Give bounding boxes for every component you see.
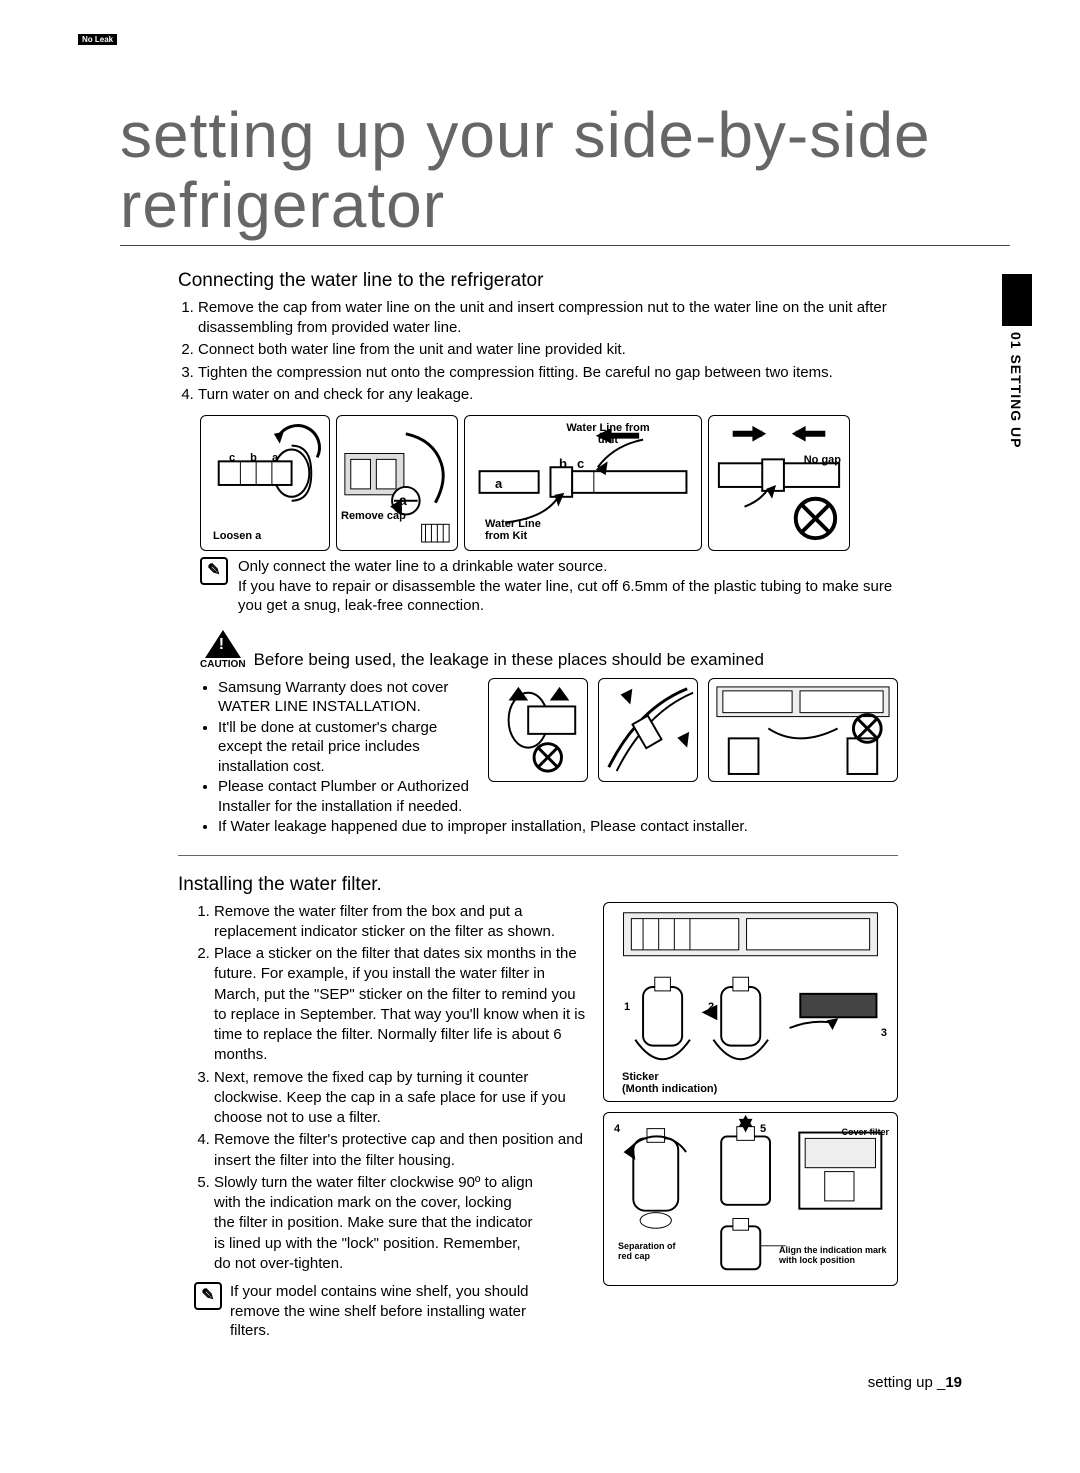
step-item: Remove the water filter from the box and… bbox=[214, 902, 591, 943]
step-item: Turn water on and check for any leakage. bbox=[198, 385, 898, 405]
num-5: 5 bbox=[760, 1123, 766, 1135]
warranty-bullets-cont: If Water leakage happened due to imprope… bbox=[200, 817, 898, 837]
filter-diagram-1: 1 2 3 Sticker (Month indication) bbox=[603, 902, 898, 1102]
diagram-letters: c b a bbox=[229, 452, 284, 464]
letter-a: a bbox=[399, 492, 407, 508]
bullet-item: If Water leakage happened due to imprope… bbox=[218, 817, 898, 837]
page-number: 19 bbox=[945, 1374, 962, 1391]
bullet-item: Please contact Plumber or Authorized Ins… bbox=[218, 777, 474, 816]
wl-kit-label: Water Line from Kit bbox=[485, 518, 565, 542]
cover-filter-label: Cover filter bbox=[841, 1127, 889, 1137]
section-divider bbox=[178, 855, 898, 856]
section-heading-filter: Installing the water filter. bbox=[178, 874, 898, 896]
caution-label: CAUTION bbox=[200, 659, 246, 670]
footer-label: setting up _ bbox=[868, 1374, 946, 1391]
note-icon: ✎ bbox=[200, 557, 228, 585]
step-item: Next, remove the fixed cap by turning it… bbox=[214, 1068, 591, 1129]
step-item: Place a sticker on the filter that dates… bbox=[214, 944, 591, 1066]
letter-b: b bbox=[559, 456, 567, 471]
bullet-item: Samsung Warranty does not cover WATER LI… bbox=[218, 678, 474, 717]
section-heading-water-line: Connecting the water line to the refrige… bbox=[178, 270, 898, 292]
section-tab: 01 SETTING UP bbox=[1002, 274, 1032, 474]
caution-text: Before being used, the leakage in these … bbox=[254, 650, 764, 670]
leakage-diagrams: No Leak bbox=[488, 678, 898, 818]
month-label: (Month indication) bbox=[622, 1083, 717, 1095]
water-note: ✎ Only connect the water line to a drink… bbox=[200, 557, 898, 616]
bullet-item: It'll be done at customer's charge excep… bbox=[218, 718, 474, 777]
letter-a2: a bbox=[495, 476, 502, 491]
num-2: 2 bbox=[708, 1001, 714, 1013]
loosen-label: Loosen a bbox=[213, 530, 261, 542]
num-3: 3 bbox=[881, 1027, 887, 1039]
noleak-label: No Leak bbox=[78, 34, 117, 45]
mini-diagram-2 bbox=[598, 678, 698, 782]
page-title: setting up your side-by-side refrigerato… bbox=[120, 100, 1010, 246]
diagram-loosen: c b a Loosen a bbox=[200, 415, 330, 551]
caution-icon: CAUTION bbox=[200, 630, 246, 670]
step-item: Remove the cap from water line on the un… bbox=[198, 298, 898, 339]
align-label: Align the indication mark with lock posi… bbox=[779, 1245, 889, 1265]
section-tab-label: 01 SETTING UP bbox=[1002, 326, 1024, 448]
water-line-steps: Remove the cap from water line on the un… bbox=[178, 298, 898, 405]
warranty-bullets: Samsung Warranty does not cover WATER LI… bbox=[200, 678, 474, 818]
note-text: If your model contains wine shelf, you s… bbox=[230, 1282, 534, 1341]
filter-diagram-2: 4 5 Cover filter Separation of red cap A… bbox=[603, 1112, 898, 1286]
step-item: Tighten the compression nut onto the com… bbox=[198, 363, 898, 383]
diagram-connect: Water Line from unit Water Line from Kit… bbox=[464, 415, 702, 551]
note-icon: ✎ bbox=[194, 1282, 222, 1310]
num-1: 1 bbox=[624, 1001, 630, 1013]
sep-label: Separation of red cap bbox=[618, 1241, 688, 1261]
mini-diagram-3: No Leak bbox=[708, 678, 898, 782]
step-item: Connect both water line from the unit an… bbox=[198, 340, 898, 360]
step-item: Remove the filter's protective cap and t… bbox=[214, 1130, 591, 1171]
note-text: Only connect the water line to a drinkab… bbox=[238, 557, 898, 616]
filter-note: ✎ If your model contains wine shelf, you… bbox=[194, 1282, 534, 1341]
filter-steps: Remove the water filter from the box and… bbox=[178, 902, 591, 1275]
wl-unit-label: Water Line from unit bbox=[563, 422, 653, 446]
sticker-label: Sticker bbox=[622, 1071, 659, 1083]
step-item: Slowly turn the water filter clockwise 9… bbox=[214, 1173, 534, 1274]
page-footer: setting up _19 bbox=[868, 1374, 962, 1391]
caution-row: CAUTION Before being used, the leakage i… bbox=[200, 630, 898, 670]
diagram-remove-cap: Remove cap a bbox=[336, 415, 458, 551]
remove-cap-label: Remove cap bbox=[341, 510, 406, 522]
water-line-diagrams: c b a Loosen a Remove cap a bbox=[200, 415, 898, 551]
diagram-nogap: No gap bbox=[708, 415, 850, 551]
letter-c: c bbox=[577, 456, 584, 471]
num-4: 4 bbox=[614, 1123, 620, 1135]
mini-diagram-1 bbox=[488, 678, 588, 782]
nogap-label: No gap bbox=[804, 454, 841, 466]
